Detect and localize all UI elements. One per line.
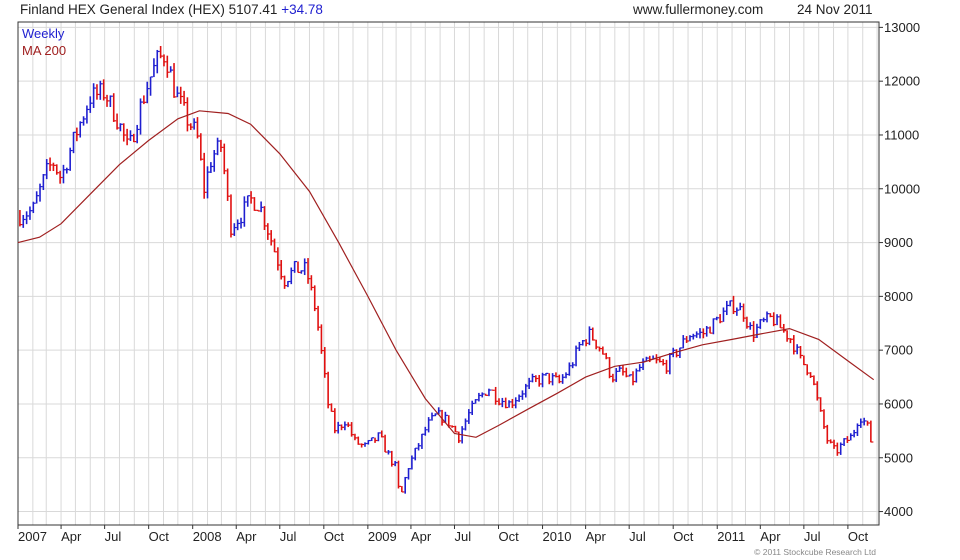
weekly-bars <box>19 46 874 494</box>
x-tick-label: Jul <box>280 529 297 544</box>
chart-title: Finland HEX General Index (HEX) <box>20 2 225 17</box>
x-tick-label: Oct <box>149 529 170 544</box>
y-tick-label: 12000 <box>884 74 920 89</box>
x-tick-label: Apr <box>61 529 82 544</box>
x-tick-label: 2010 <box>543 529 572 544</box>
x-tick-label: 2007 <box>18 529 47 544</box>
x-tick-label: Oct <box>324 529 345 544</box>
y-tick-label: 4000 <box>884 504 913 519</box>
y-tick-label: 6000 <box>884 396 913 411</box>
y-tick-label: 13000 <box>884 20 920 35</box>
x-tick-label: Jul <box>105 529 122 544</box>
x-tick-label: Oct <box>499 529 520 544</box>
y-tick-label: 9000 <box>884 235 913 250</box>
y-tick-label: 5000 <box>884 450 913 465</box>
chart-header: Finland HEX General Index (HEX) 5107.41 … <box>20 2 323 17</box>
x-tick-label: Apr <box>586 529 607 544</box>
y-tick-label: 7000 <box>884 343 913 358</box>
plot-area <box>18 22 879 525</box>
x-tick-label: Oct <box>673 529 694 544</box>
x-tick-label: 2009 <box>368 529 397 544</box>
last-price: 5107.41 <box>228 2 278 17</box>
ma-200-line <box>17 110 875 438</box>
x-tick-label: 2011 <box>717 529 745 544</box>
y-tick-label: 8000 <box>884 289 913 304</box>
x-tick-label: Apr <box>236 529 257 544</box>
legend-weekly: Weekly <box>22 26 65 41</box>
x-tick-label: Apr <box>411 529 432 544</box>
legend-ma-200: MA 200 <box>22 43 66 58</box>
x-tick-label: Jul <box>629 529 646 544</box>
website-link[interactable]: www.fullermoney.com <box>633 2 764 17</box>
x-tick-label: Jul <box>804 529 821 544</box>
x-tick-label: Jul <box>454 529 471 544</box>
y-tick-label: 11000 <box>884 127 919 142</box>
x-tick-label: Oct <box>848 529 869 544</box>
chart-date: 24 Nov 2011 <box>797 2 873 17</box>
copyright-notice: © 2011 Stockcube Research Ltd <box>754 547 876 557</box>
x-tick-label: Apr <box>760 529 781 544</box>
plot-border <box>17 21 880 526</box>
price-change: +34.78 <box>281 2 323 17</box>
y-tick-label: 10000 <box>884 181 920 196</box>
x-tick-label: 2008 <box>193 529 222 544</box>
